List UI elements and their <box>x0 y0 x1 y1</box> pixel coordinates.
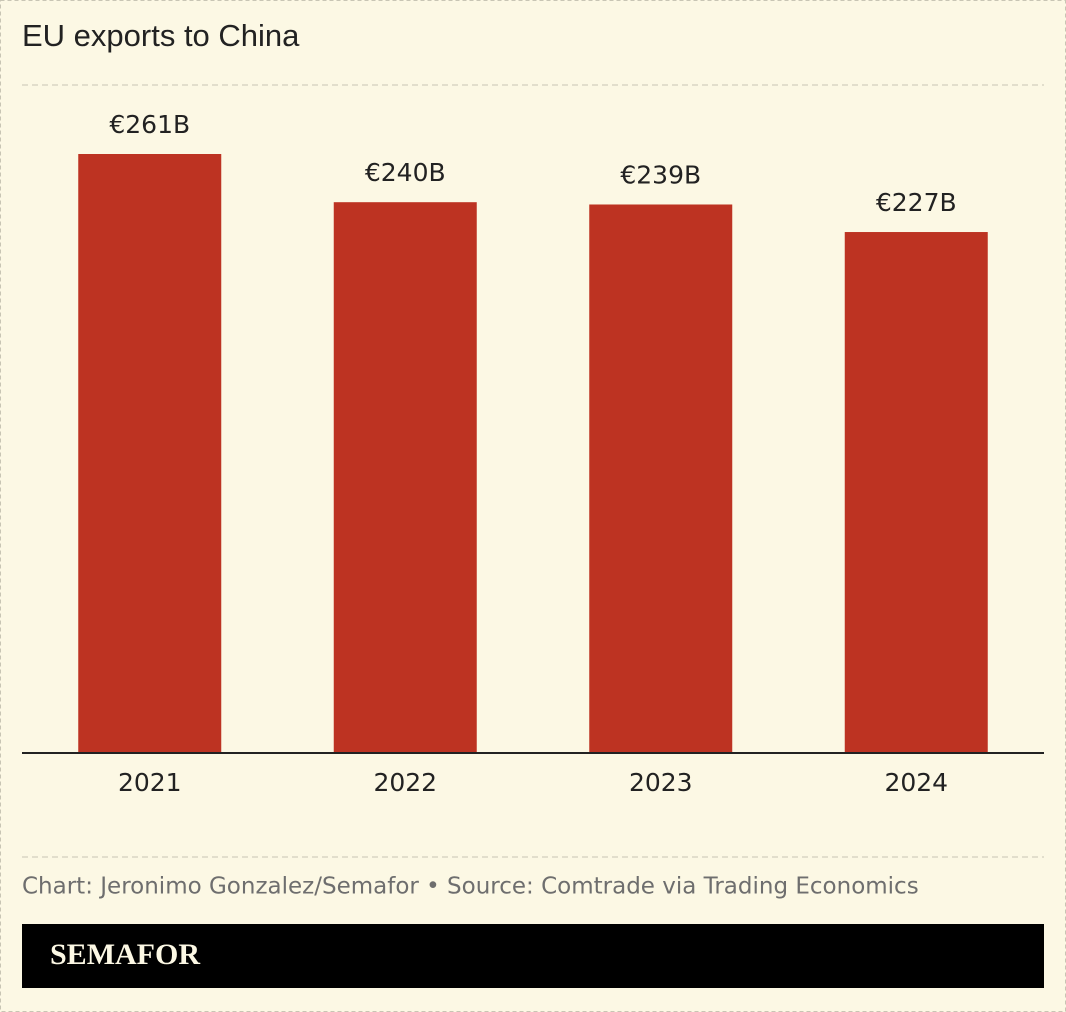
value-label: €227B <box>876 188 957 217</box>
bar <box>844 232 988 754</box>
bar <box>333 202 477 753</box>
source-note: Chart: Jeronimo Gonzalez/Semafor • Sourc… <box>22 874 919 900</box>
x-tick-label: 2022 <box>373 768 437 797</box>
value-label: €239B <box>620 160 701 189</box>
bar <box>589 204 733 753</box>
x-tick-label: 2023 <box>629 768 693 797</box>
brand-bar <box>22 924 1044 988</box>
chart-title: EU exports to China <box>22 18 300 53</box>
value-label: €240B <box>365 158 446 187</box>
value-label: €261B <box>109 110 190 139</box>
bar <box>78 154 222 753</box>
brand-logo: SEMAFOR <box>50 938 200 971</box>
x-tick-label: 2021 <box>118 768 182 797</box>
x-tick-label: 2024 <box>884 768 948 797</box>
